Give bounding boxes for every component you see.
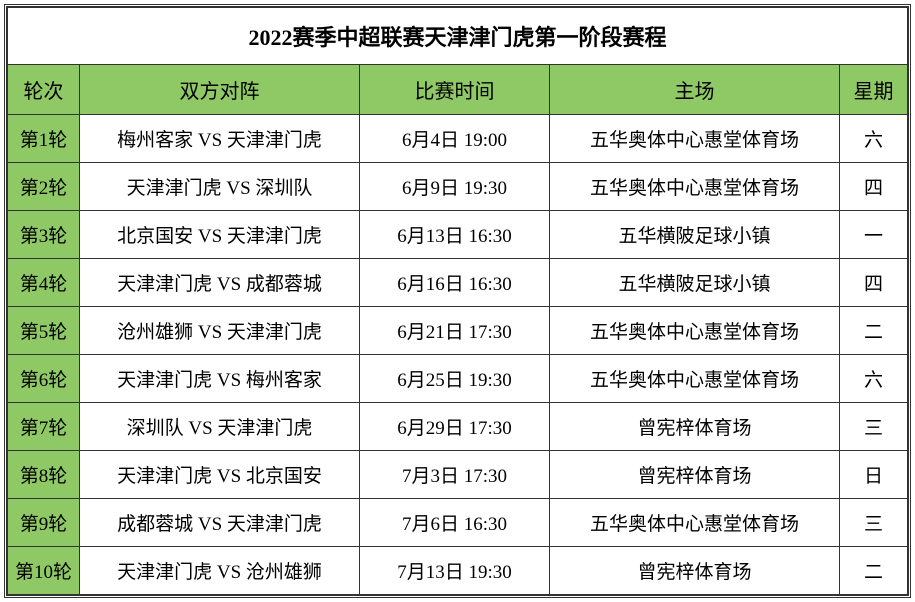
- round-cell: 第6轮: [8, 355, 80, 403]
- venue-cell: 曾宪梓体育场: [550, 451, 840, 499]
- weekday-cell: 二: [840, 547, 908, 595]
- header-venue: 主场: [550, 65, 840, 115]
- title-row: 2022赛季中超联赛天津津门虎第一阶段赛程: [8, 8, 908, 65]
- round-cell: 第2轮: [8, 163, 80, 211]
- venue-cell: 五华横陂足球小镇: [550, 211, 840, 259]
- round-cell: 第3轮: [8, 211, 80, 259]
- weekday-cell: 六: [840, 355, 908, 403]
- match-cell: 深圳队 VS 天津津门虎: [80, 403, 360, 451]
- weekday-cell: 四: [840, 163, 908, 211]
- match-cell: 天津津门虎 VS 深圳队: [80, 163, 360, 211]
- time-cell: 6月25日 19:30: [360, 355, 550, 403]
- weekday-cell: 四: [840, 259, 908, 307]
- match-cell: 北京国安 VS 天津津门虎: [80, 211, 360, 259]
- weekday-cell: 三: [840, 403, 908, 451]
- weekday-cell: 三: [840, 499, 908, 547]
- time-cell: 7月13日 19:30: [360, 547, 550, 595]
- match-cell: 天津津门虎 VS 成都蓉城: [80, 259, 360, 307]
- round-cell: 第4轮: [8, 259, 80, 307]
- round-cell: 第1轮: [8, 115, 80, 163]
- header-round: 轮次: [8, 65, 80, 115]
- time-cell: 6月21日 17:30: [360, 307, 550, 355]
- match-cell: 天津津门虎 VS 沧州雄狮: [80, 547, 360, 595]
- venue-cell: 曾宪梓体育场: [550, 403, 840, 451]
- venue-cell: 五华奥体中心惠堂体育场: [550, 307, 840, 355]
- match-cell: 梅州客家 VS 天津津门虎: [80, 115, 360, 163]
- header-time: 比赛时间: [360, 65, 550, 115]
- venue-cell: 曾宪梓体育场: [550, 547, 840, 595]
- match-cell: 天津津门虎 VS 北京国安: [80, 451, 360, 499]
- table-row: 第10轮 天津津门虎 VS 沧州雄狮 7月13日 19:30 曾宪梓体育场 二: [8, 547, 908, 595]
- match-cell: 沧州雄狮 VS 天津津门虎: [80, 307, 360, 355]
- venue-cell: 五华奥体中心惠堂体育场: [550, 163, 840, 211]
- time-cell: 6月4日 19:00: [360, 115, 550, 163]
- time-cell: 6月29日 17:30: [360, 403, 550, 451]
- table-row: 第3轮 北京国安 VS 天津津门虎 6月13日 16:30 五华横陂足球小镇 一: [8, 211, 908, 259]
- time-cell: 6月13日 16:30: [360, 211, 550, 259]
- table-row: 第7轮 深圳队 VS 天津津门虎 6月29日 17:30 曾宪梓体育场 三: [8, 403, 908, 451]
- table-row: 第8轮 天津津门虎 VS 北京国安 7月3日 17:30 曾宪梓体育场 日: [8, 451, 908, 499]
- venue-cell: 五华奥体中心惠堂体育场: [550, 355, 840, 403]
- weekday-cell: 日: [840, 451, 908, 499]
- round-cell: 第8轮: [8, 451, 80, 499]
- schedule-table-container: 2022赛季中超联赛天津津门虎第一阶段赛程 轮次 双方对阵 比赛时间 主场 星期…: [4, 4, 911, 598]
- time-cell: 6月9日 19:30: [360, 163, 550, 211]
- page-title: 2022赛季中超联赛天津津门虎第一阶段赛程: [8, 8, 908, 65]
- table-row: 第5轮 沧州雄狮 VS 天津津门虎 6月21日 17:30 五华奥体中心惠堂体育…: [8, 307, 908, 355]
- table-row: 第4轮 天津津门虎 VS 成都蓉城 6月16日 16:30 五华横陂足球小镇 四: [8, 259, 908, 307]
- round-cell: 第7轮: [8, 403, 80, 451]
- schedule-table: 2022赛季中超联赛天津津门虎第一阶段赛程 轮次 双方对阵 比赛时间 主场 星期…: [7, 7, 908, 595]
- weekday-cell: 一: [840, 211, 908, 259]
- table-row: 第2轮 天津津门虎 VS 深圳队 6月9日 19:30 五华奥体中心惠堂体育场 …: [8, 163, 908, 211]
- venue-cell: 五华奥体中心惠堂体育场: [550, 499, 840, 547]
- table-row: 第1轮 梅州客家 VS 天津津门虎 6月4日 19:00 五华奥体中心惠堂体育场…: [8, 115, 908, 163]
- time-cell: 6月16日 16:30: [360, 259, 550, 307]
- venue-cell: 五华横陂足球小镇: [550, 259, 840, 307]
- header-match: 双方对阵: [80, 65, 360, 115]
- round-cell: 第5轮: [8, 307, 80, 355]
- weekday-cell: 二: [840, 307, 908, 355]
- weekday-cell: 六: [840, 115, 908, 163]
- table-row: 第9轮 成都蓉城 VS 天津津门虎 7月6日 16:30 五华奥体中心惠堂体育场…: [8, 499, 908, 547]
- header-weekday: 星期: [840, 65, 908, 115]
- round-cell: 第9轮: [8, 499, 80, 547]
- round-cell: 第10轮: [8, 547, 80, 595]
- header-row: 轮次 双方对阵 比赛时间 主场 星期: [8, 65, 908, 115]
- time-cell: 7月6日 16:30: [360, 499, 550, 547]
- match-cell: 天津津门虎 VS 梅州客家: [80, 355, 360, 403]
- table-row: 第6轮 天津津门虎 VS 梅州客家 6月25日 19:30 五华奥体中心惠堂体育…: [8, 355, 908, 403]
- table-body: 第1轮 梅州客家 VS 天津津门虎 6月4日 19:00 五华奥体中心惠堂体育场…: [8, 115, 908, 595]
- venue-cell: 五华奥体中心惠堂体育场: [550, 115, 840, 163]
- time-cell: 7月3日 17:30: [360, 451, 550, 499]
- match-cell: 成都蓉城 VS 天津津门虎: [80, 499, 360, 547]
